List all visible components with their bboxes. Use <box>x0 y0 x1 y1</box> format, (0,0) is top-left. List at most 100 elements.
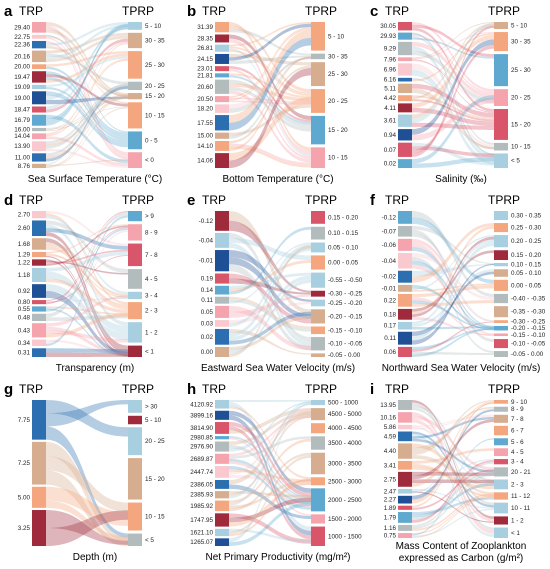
sankey-link-a-5-3 <box>46 53 128 83</box>
right-node-f-10 <box>494 325 508 331</box>
sankey-link-e-5-2 <box>229 300 311 332</box>
right-node-b-1 <box>311 53 325 60</box>
sankey-link-b-3-2 <box>229 55 311 64</box>
right-node-h-0 <box>311 400 325 406</box>
sankey-link-g-1-1 <box>46 456 128 512</box>
panel-d: 2.70 2.60 1.68 1.29 1.22 1.18 0.92 0.80 0.55 0.48… <box>0 189 183 378</box>
left-label-i-8: 2.27 <box>384 497 397 504</box>
left-node-a-9 <box>32 114 46 126</box>
right-label-a-7: < 0 <box>145 157 154 164</box>
right-node-d-0 <box>128 211 142 222</box>
right-node-h-1 <box>311 408 325 421</box>
sankey-link-f-3-0 <box>412 253 494 301</box>
left-node-a-11 <box>32 133 46 140</box>
sankey-link-e-7-0 <box>229 301 311 324</box>
left-node-f-0 <box>398 211 412 224</box>
sankey-link-e-9-0 <box>229 315 311 351</box>
right-node-g-2 <box>128 427 142 456</box>
sankey-link-i-7-0 <box>412 488 494 509</box>
left-label-i-1: 10.16 <box>380 414 396 421</box>
left-node-b-0 <box>215 22 229 33</box>
sankey-link-h-5-1 <box>229 436 311 459</box>
left-label-a-11: 14.04 <box>14 133 30 140</box>
sankey-link-g-2-0 <box>46 486 128 519</box>
sankey-link-c-1-0 <box>412 32 494 156</box>
left-node-a-1 <box>32 34 46 39</box>
right-header-a: TPRP <box>122 4 154 18</box>
sankey-link-b-2-0 <box>229 22 311 47</box>
sankey-link-c-3-2 <box>412 59 494 113</box>
sankey-link-h-10-0 <box>229 513 311 544</box>
sankey-link-b-8-1 <box>229 57 311 113</box>
left-node-b-3 <box>215 53 229 64</box>
sankey-link-d-8-1 <box>46 308 128 357</box>
left-label-b-12: 14.06 <box>197 158 213 165</box>
sankey-link-d-4-3 <box>46 225 128 266</box>
sankey-link-h-11-0 <box>229 528 311 543</box>
left-label-f-0: -0.12 <box>382 214 397 221</box>
left-node-f-4 <box>398 270 412 283</box>
left-label-h-12: 1265.07 <box>190 539 213 546</box>
panel-letter-e: e <box>187 192 195 209</box>
left-label-i-11: 1.16 <box>384 525 397 532</box>
sankey-link-f-5-0 <box>412 284 494 331</box>
sankey-link-a-14-0 <box>46 43 128 165</box>
sankey-link-d-4-0 <box>46 259 128 357</box>
sankey-link-i-12-0 <box>412 495 494 535</box>
sankey-link-d-7-3 <box>46 211 128 305</box>
sankey-link-c-7-1 <box>412 22 494 100</box>
panel-a: 29.40 22.75 22.36 20.16 20.00 19.47 19.09 19.00… <box>0 0 183 189</box>
sankey-link-b-7-2 <box>229 28 311 101</box>
sankey-link-f-8-0 <box>412 239 494 325</box>
right-node-g-4 <box>128 502 142 531</box>
left-node-f-2 <box>398 238 412 251</box>
sankey-link-h-9-0 <box>229 438 311 504</box>
right-label-f-3: 0.15 - 0.20 <box>511 252 542 259</box>
sankey-link-c-7-2 <box>412 99 494 122</box>
left-node-e-0 <box>215 211 229 231</box>
left-header-c: TRP <box>385 4 409 18</box>
sankey-link-a-5-2 <box>46 76 128 141</box>
left-label-h-0: 4120.92 <box>190 401 213 408</box>
sankey-link-e-1-1 <box>229 237 311 261</box>
panel-letter-h: h <box>187 381 196 398</box>
sankey-link-a-8-0 <box>46 23 128 110</box>
sankey-link-a-0-1 <box>46 25 128 156</box>
left-label-f-3: -0.04 <box>382 258 397 265</box>
left-label-c-10: 0.94 <box>384 132 397 139</box>
right-label-g-4: 10 - 15 <box>145 514 165 521</box>
sankey-link-a-7-1 <box>46 27 128 100</box>
sankey-link-d-6-1 <box>46 291 128 356</box>
right-label-d-1: 8 - 9 <box>145 229 158 236</box>
right-label-i-8: 2 - 3 <box>511 481 524 488</box>
right-node-e-5 <box>311 290 325 297</box>
right-label-a-2: 25 - 30 <box>145 62 165 69</box>
left-node-d-7 <box>32 300 46 305</box>
sankey-link-d-4-2 <box>46 249 128 265</box>
right-label-d-7: < 1 <box>145 348 154 355</box>
right-label-h-0: 500 - 1000 <box>328 400 359 407</box>
right-node-a-4 <box>128 93 142 100</box>
right-node-d-2 <box>128 243 142 267</box>
right-header-e: TPRP <box>305 193 337 207</box>
left-label-a-0: 29.40 <box>14 24 30 31</box>
sankey-link-i-2-0 <box>412 424 494 535</box>
sankey-link-h-0-0 <box>229 400 311 403</box>
sankey-link-h-10-1 <box>229 497 311 523</box>
left-node-d-6 <box>32 284 46 298</box>
right-label-a-1: 30 - 35 <box>145 37 165 44</box>
right-label-e-1: 0.10 - 0.15 <box>328 230 359 237</box>
sankey-link-a-13-0 <box>46 83 128 157</box>
panel-e: -0.12 -0.04 -0.01 0.19 0.14 0.11 0.05 0.03 0.02 0… <box>183 189 366 378</box>
left-node-a-12 <box>32 141 46 152</box>
left-node-h-12 <box>215 538 229 546</box>
left-node-b-6 <box>215 79 229 94</box>
left-label-f-10: 0.06 <box>384 349 397 356</box>
right-node-a-2 <box>128 51 142 79</box>
left-label-e-9: 0.00 <box>201 349 214 356</box>
left-node-h-7 <box>215 480 229 489</box>
right-label-e-3: 0.00 - 0.05 <box>328 260 359 267</box>
left-node-i-9 <box>398 505 412 510</box>
left-label-d-11: 0.34 <box>18 340 31 347</box>
left-label-a-1: 22.75 <box>14 34 30 41</box>
